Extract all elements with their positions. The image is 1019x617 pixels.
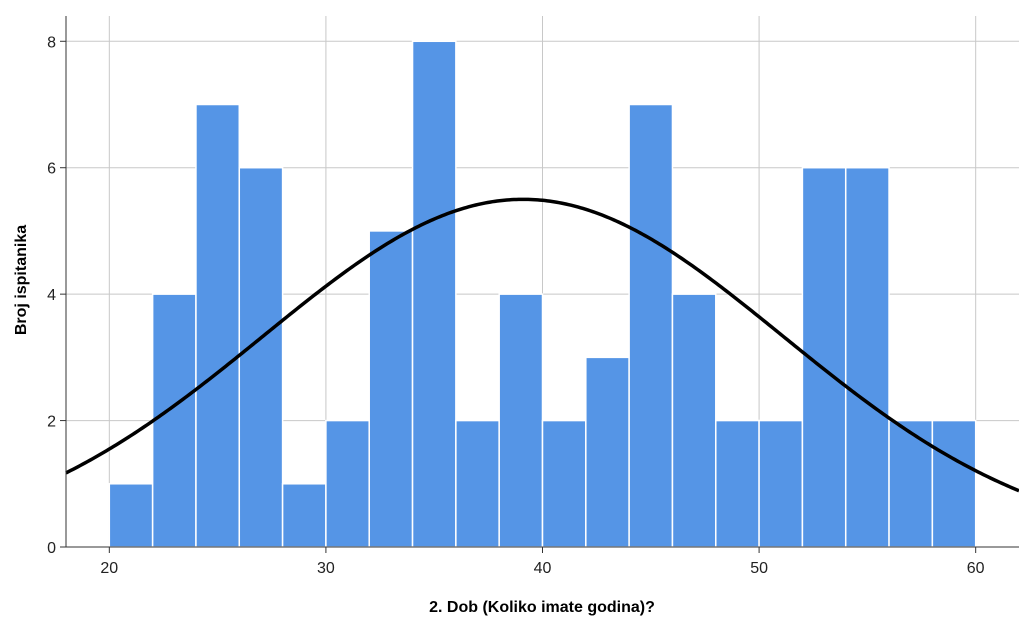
x-axis-title: 2. Dob (Koliko imate godina)?: [429, 599, 655, 616]
y-tick-label: 2: [47, 414, 56, 431]
x-tick-label: 20: [100, 560, 118, 577]
histogram-bar: [758, 419, 804, 548]
histogram-bar: [844, 166, 890, 548]
histogram-bar: [281, 483, 327, 548]
histogram-bar: [238, 166, 284, 548]
histogram-bar: [585, 356, 630, 548]
x-tick-label: 60: [967, 560, 985, 577]
axes: [60, 16, 1019, 553]
histogram-bar: [195, 103, 241, 548]
histogram-bar: [628, 103, 674, 548]
histogram-bar: [411, 40, 457, 548]
histogram-bar: [541, 419, 587, 548]
normal-curve: [65, 197, 1019, 493]
histogram-bar: [931, 419, 977, 548]
y-tick-label: 6: [47, 161, 56, 178]
x-tick-label: 30: [317, 560, 335, 577]
histogram-bar: [455, 419, 500, 548]
y-axis-title: Broj ispitanika: [13, 225, 30, 335]
histogram-bar: [368, 230, 414, 548]
histogram-bar: [671, 293, 717, 548]
histogram-bar: [108, 483, 154, 548]
histogram-bar: [325, 419, 370, 548]
histogram-bar: [151, 293, 197, 548]
y-tick-label: 0: [47, 540, 56, 557]
tick-labels: 0 2 4 6 8 20 30 40 50 60: [47, 34, 985, 577]
y-tick-label: 4: [47, 287, 56, 304]
y-tick-label: 8: [47, 34, 56, 51]
histogram-bar: [715, 419, 760, 548]
x-tick-label: 50: [750, 560, 768, 577]
histogram-bar: [888, 419, 934, 548]
x-tick-label: 40: [534, 560, 552, 577]
normal-curve-layer: [65, 197, 1019, 493]
histogram-bars: [108, 40, 977, 548]
histogram-bar: [498, 293, 544, 548]
